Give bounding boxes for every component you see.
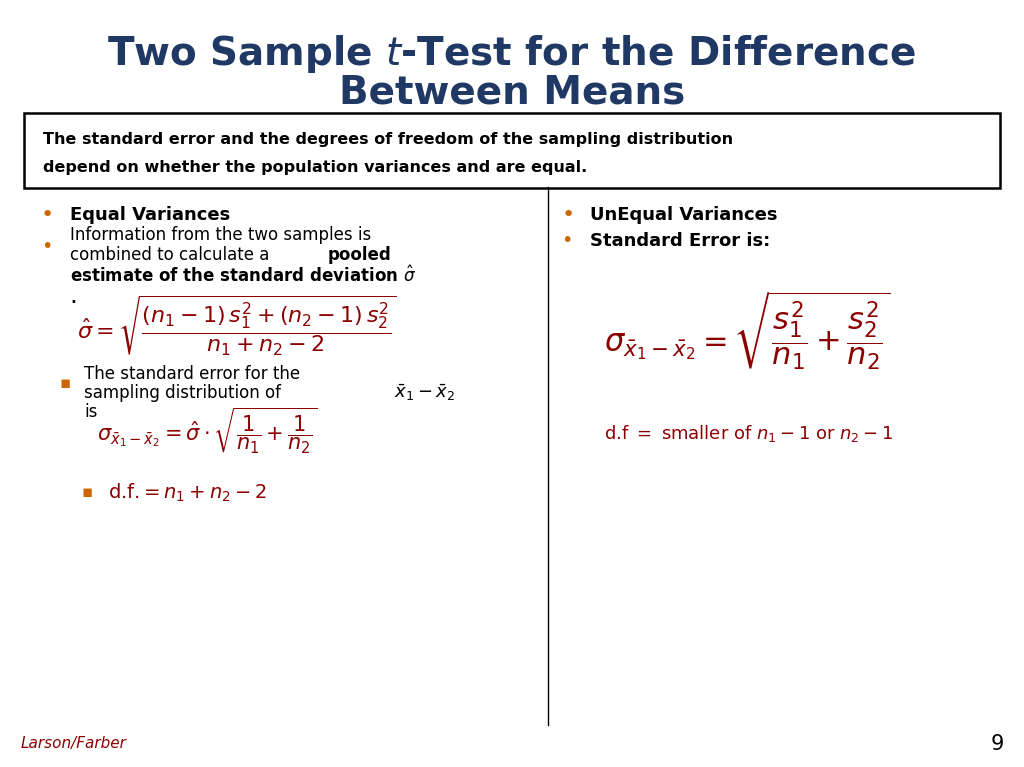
- Text: $\sigma_{\bar{x}_1-\bar{x}_2} = \hat{\sigma} \cdot \sqrt{\dfrac{1}{n_1}+\dfrac{1: $\sigma_{\bar{x}_1-\bar{x}_2} = \hat{\si…: [97, 406, 318, 456]
- Text: estimate of the standard deviation $\hat{\sigma}$: estimate of the standard deviation $\hat…: [70, 265, 416, 285]
- Text: $\hat{\sigma} = \sqrt{\dfrac{(n_1-1)\,s_1^2+(n_2-1)\,s_2^2}{n_1+n_2-2}}$: $\hat{\sigma} = \sqrt{\dfrac{(n_1-1)\,s_…: [77, 294, 396, 358]
- Text: d.f $=$ smaller of $n_1 - 1$ or $n_2 - 1$: d.f $=$ smaller of $n_1 - 1$ or $n_2 - 1…: [604, 423, 894, 444]
- Text: d.f.$= n_1 + n_2 - 2$: d.f.$= n_1 + n_2 - 2$: [108, 481, 266, 504]
- Text: Between Means: Between Means: [339, 73, 685, 111]
- Text: combined to calculate a: combined to calculate a: [70, 246, 274, 265]
- Text: ▪: ▪: [82, 483, 93, 502]
- Text: •: •: [41, 205, 54, 225]
- FancyBboxPatch shape: [24, 113, 1000, 188]
- Text: Information from the two samples is: Information from the two samples is: [70, 226, 371, 245]
- Text: The standard error and the degrees of freedom of the sampling distribution: The standard error and the degrees of fr…: [43, 132, 733, 147]
- Text: ▪: ▪: [59, 374, 71, 393]
- Text: Standard Error is:: Standard Error is:: [590, 232, 770, 250]
- Text: $\sigma_{\bar{x}_1-\bar{x}_2} = \sqrt{\dfrac{s_1^2}{n_1}+\dfrac{s_2^2}{n_2}}$: $\sigma_{\bar{x}_1-\bar{x}_2} = \sqrt{\d…: [604, 289, 891, 370]
- Text: $\bar{x}_1 - \bar{x}_2$: $\bar{x}_1 - \bar{x}_2$: [394, 383, 456, 403]
- Text: is: is: [84, 403, 97, 421]
- Text: The standard error for the: The standard error for the: [84, 365, 300, 384]
- Text: ·: ·: [70, 291, 78, 315]
- Text: pooled: pooled: [328, 246, 391, 265]
- Text: •: •: [41, 238, 52, 256]
- Text: •: •: [561, 205, 574, 225]
- Text: Larson/Farber: Larson/Farber: [20, 736, 126, 752]
- Text: •: •: [561, 232, 572, 250]
- Text: Two Sample $\mathit{t}$-Test for the Difference: Two Sample $\mathit{t}$-Test for the Dif…: [108, 33, 916, 74]
- Text: sampling distribution of: sampling distribution of: [84, 384, 281, 402]
- Text: 9: 9: [990, 734, 1004, 754]
- Text: Equal Variances: Equal Variances: [70, 206, 229, 224]
- Text: depend on whether the population variances and are equal.: depend on whether the population varianc…: [43, 160, 587, 175]
- Text: UnEqual Variances: UnEqual Variances: [590, 206, 777, 224]
